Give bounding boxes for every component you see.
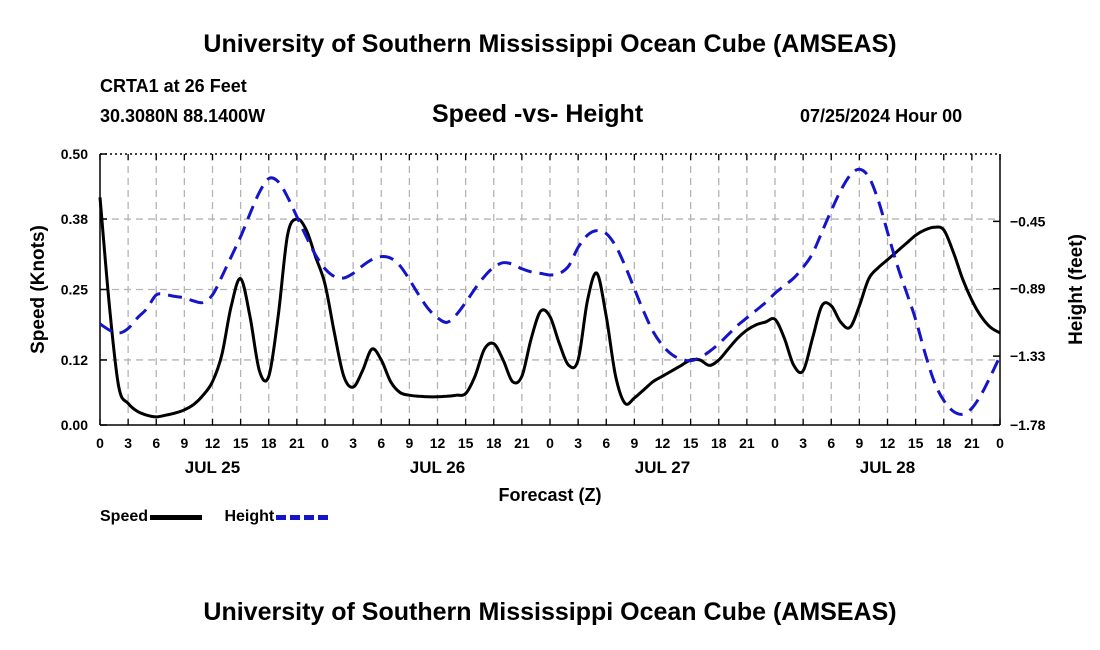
legend-height-swatch <box>276 514 329 520</box>
chart-subtitle: Speed -vs- Height <box>432 100 644 128</box>
y-tick-label: 0.12 <box>61 352 88 368</box>
y2-tick-label: −1.78 <box>1010 417 1046 433</box>
forecast-datetime: 07/25/2024 Hour 00 <box>800 106 963 126</box>
station-label: CRTA1 at 26 Feet <box>100 76 247 96</box>
x-tick-label: 0 <box>546 435 554 451</box>
x-tick-label: 9 <box>405 435 413 451</box>
y2-tick-label: −0.45 <box>1010 213 1046 229</box>
x-tick-label: 12 <box>880 435 896 451</box>
x-tick-label: 0 <box>996 435 1004 451</box>
x-tick-label: 21 <box>514 435 530 451</box>
x-tick-label: 18 <box>261 435 277 451</box>
y-tick-label: 0.25 <box>61 282 88 298</box>
y-axis-title: Speed (Knots) <box>28 225 49 354</box>
series-height-line <box>99 167 1002 416</box>
x-tick-label: 6 <box>377 435 385 451</box>
x-tick-label: 3 <box>574 435 582 451</box>
x-tick-label: 6 <box>602 435 610 451</box>
x-axis-title: Forecast (Z) <box>498 485 601 505</box>
x-tick-label: 9 <box>855 435 863 451</box>
legend-speed: Speed <box>100 508 203 526</box>
y2-tick-label: −1.33 <box>1010 348 1046 364</box>
x-tick-label: 15 <box>233 435 249 451</box>
x-tick-label: 18 <box>711 435 727 451</box>
legend-height: Height <box>224 508 329 526</box>
x-tick-label: 6 <box>827 435 835 451</box>
legend-speed-swatch <box>150 514 203 520</box>
x-tick-label: 12 <box>655 435 671 451</box>
x-tick-label: 3 <box>124 435 132 451</box>
y-tick-label: 0.00 <box>61 417 88 433</box>
y-tick-label: 0.38 <box>61 211 88 227</box>
x-tick-label: 3 <box>349 435 357 451</box>
chart-legend: Speed Height <box>100 508 346 526</box>
y2-axis-title: Height (feet) <box>1066 234 1087 345</box>
x-tick-label: 0 <box>96 435 104 451</box>
legend-speed-label: Speed <box>100 508 149 525</box>
x-tick-label: 6 <box>152 435 160 451</box>
y-tick-label: 0.50 <box>61 146 88 162</box>
x-tick-label: 3 <box>799 435 807 451</box>
footer-title: University of Southern Mississippi Ocean… <box>203 598 897 626</box>
x-tick-label: 21 <box>289 435 305 451</box>
x-tick-label: 12 <box>430 435 446 451</box>
x-tick-label: 15 <box>683 435 699 451</box>
x-tick-label: 18 <box>936 435 952 451</box>
x-date-label: JUL 25 <box>185 458 240 477</box>
x-tick-label: 9 <box>180 435 188 451</box>
x-tick-label: 21 <box>964 435 980 451</box>
chart-main-title: University of Southern Mississippi Ocean… <box>203 30 897 58</box>
x-tick-label: 0 <box>321 435 329 451</box>
station-coordinates: 30.3080N 88.1400W <box>100 106 266 126</box>
x-tick-label: 0 <box>771 435 779 451</box>
series-speed-line <box>98 197 1001 419</box>
x-date-label: JUL 26 <box>410 458 465 477</box>
legend-height-label: Height <box>224 508 275 525</box>
x-tick-label: 9 <box>630 435 638 451</box>
x-tick-label: 18 <box>486 435 502 451</box>
y2-tick-label: −0.89 <box>1010 281 1046 297</box>
x-date-label: JUL 28 <box>860 458 915 477</box>
x-tick-label: 15 <box>458 435 474 451</box>
x-date-label: JUL 27 <box>635 458 690 477</box>
x-tick-label: 15 <box>908 435 924 451</box>
x-tick-label: 12 <box>205 435 221 451</box>
x-tick-label: 21 <box>739 435 755 451</box>
